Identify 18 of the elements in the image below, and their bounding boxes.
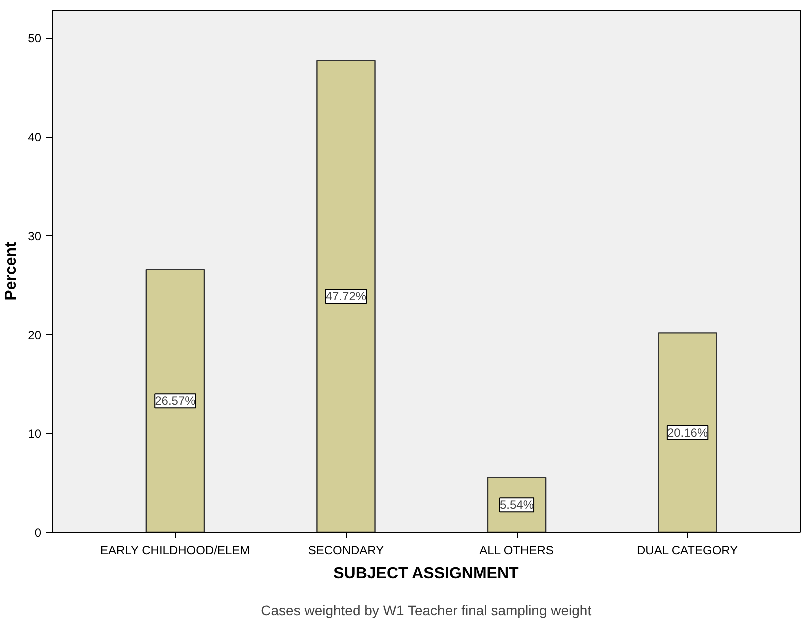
x-tick-label: EARLY CHILDHOOD/ELEM [100,544,250,558]
y-tick-label: 50 [28,32,42,46]
x-tick-label: SECONDARY [308,544,384,558]
y-tick-label: 40 [28,130,42,145]
text: Cases weighted by W1 Teacher final sampling weight [261,602,592,618]
bar [658,332,718,532]
x-axis-title: SUBJECT ASSIGNMENT [334,566,520,582]
y-tick-label: 20 [28,328,42,342]
x-tick-label: DUAL CATEGORY [637,544,738,558]
y-axis-title: Percent [3,241,20,301]
x-tick-label: ALL OTHERS [480,544,554,558]
data-label: 20.16% [667,426,708,440]
y-tick-label: 10 [28,427,42,442]
data-label: 26.57% [155,394,196,408]
y-tick-label: 30 [28,229,42,244]
y-tick-label: 0 [34,526,42,540]
bar [146,269,206,532]
bar [316,60,376,532]
